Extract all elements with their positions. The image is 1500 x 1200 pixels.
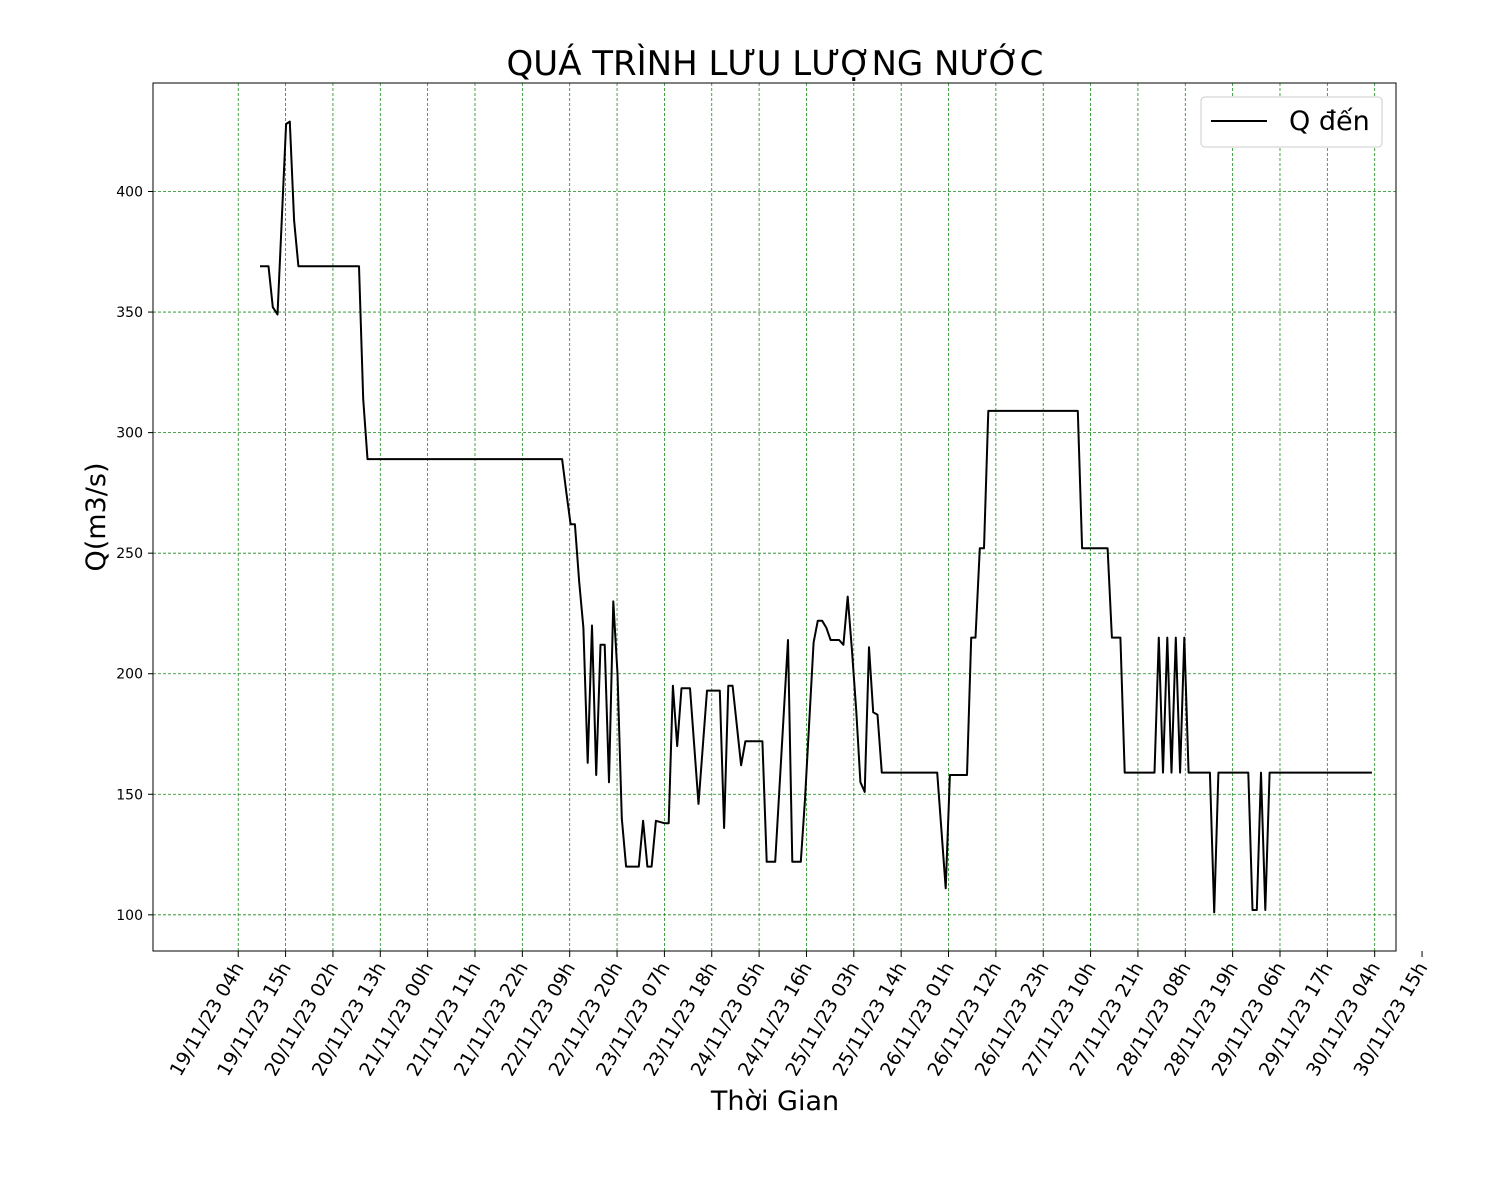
y-tick-label-150: 150 [116, 787, 143, 803]
x-axis-label: Thời Gian [710, 1086, 839, 1117]
y-tick-label-300: 300 [116, 426, 143, 442]
y-tick-label-200: 200 [116, 667, 143, 683]
y-tick-label-100: 100 [116, 908, 143, 924]
y-tick-label-350: 350 [116, 305, 143, 321]
legend-box [1200, 96, 1383, 148]
gridlines [153, 83, 1396, 951]
legend: Q đến [1200, 96, 1383, 148]
y-tick-label-250: 250 [116, 546, 143, 562]
plot-frame [152, 82, 1397, 952]
y-tick-label-400: 400 [116, 185, 143, 201]
chart-title: QUÁ TRÌNH LƯU LƯỢNG NƯỚC [507, 43, 1044, 84]
legend-label-q-den: Q đến [1289, 106, 1370, 137]
y-axis: 100 150 200 250 300 350 400 [116, 185, 153, 924]
y-axis-label: Q(m3/s) [81, 463, 112, 572]
series-layer [260, 120, 1372, 914]
series-line-0 [260, 120, 1372, 914]
